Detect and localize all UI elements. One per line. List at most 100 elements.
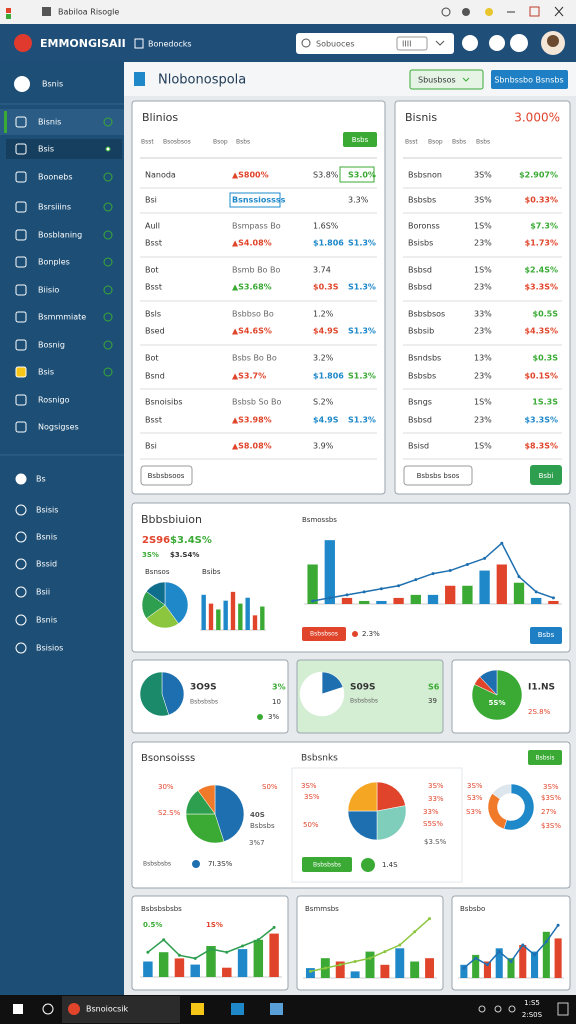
pie-label: 3S%: [543, 783, 559, 791]
bar: [230, 591, 236, 630]
note-value: 7I.3S%: [208, 860, 233, 868]
footer-button[interactable]: [140, 465, 193, 486]
taskbar-icon[interactable]: [231, 1003, 244, 1015]
pie-label: 3S%: [428, 782, 444, 790]
trend-point: [323, 966, 327, 970]
table-cell: Bsbsd: [408, 416, 432, 425]
bar: [350, 971, 360, 978]
mid-dot: [361, 858, 375, 872]
filter-button[interactable]: [409, 69, 484, 90]
close[interactable]: [554, 6, 564, 17]
pie-label: S3%: [466, 808, 482, 816]
table-cell: S1.3%: [348, 327, 376, 336]
card: [131, 100, 386, 495]
sidebar-item[interactable]: Bonples: [38, 258, 70, 267]
table-cell: $3.3S%: [524, 416, 558, 425]
sidebar-section-item[interactable]: Bs: [36, 475, 46, 484]
sidebar-item[interactable]: Bsis: [38, 145, 54, 154]
sidebar-item[interactable]: Bsmmmiate: [38, 313, 86, 322]
sidebar-item[interactable]: Bosnig: [38, 341, 65, 350]
pie-slice: [376, 805, 407, 841]
table-cell: S3.8%: [313, 171, 339, 180]
table-cell: Bot: [145, 266, 159, 275]
stat-value: 3O9S: [190, 683, 217, 693]
table-cell: Bsbsbsos: [408, 310, 445, 319]
logo: [14, 34, 32, 52]
stat-foot: 2S.8%: [528, 708, 551, 716]
mid-button-text: Bsbsbsbs: [313, 862, 341, 869]
pie-slice: [185, 813, 225, 844]
sidebar-item[interactable]: Bsrsiiins: [38, 203, 71, 212]
taskbar-icon[interactable]: [191, 1003, 204, 1015]
header-icon[interactable]: [489, 35, 505, 51]
pie-label: S2.S%: [158, 809, 181, 817]
maximize[interactable]: [529, 6, 540, 17]
pie-label: 3%7: [249, 839, 265, 847]
trend-point: [497, 950, 501, 954]
card-button-text: Bsbsis: [536, 755, 555, 762]
sidebar-item[interactable]: Bosblaning: [38, 231, 82, 240]
notifications[interactable]: [557, 1002, 569, 1016]
pie-slice: [161, 671, 185, 716]
table-cell: Bsbsd: [408, 266, 432, 275]
sidebar-section-item[interactable]: Bsii: [36, 588, 50, 597]
card-button[interactable]: [530, 465, 562, 485]
table-cell: Bsbbso Bo: [232, 310, 274, 319]
table-cell: Bsls: [145, 310, 161, 319]
sidebar-item[interactable]: Bisnis: [38, 118, 61, 127]
card-value: 3.000%: [514, 111, 560, 125]
sidebar-item[interactable]: Bsis: [38, 368, 54, 377]
trend-point: [338, 963, 342, 967]
table-cell: S3.0%: [348, 171, 376, 180]
trend-point: [431, 572, 435, 576]
bar: [410, 594, 421, 604]
item-icon: [15, 311, 27, 323]
table-cell: 3.9%: [313, 442, 334, 451]
overview-button[interactable]: [302, 627, 346, 641]
sidebar-section-item[interactable]: Bssid: [36, 560, 57, 569]
pie-label: S5S%: [423, 820, 443, 828]
sidebar-item[interactable]: Biisio: [38, 286, 59, 295]
search-button[interactable]: [42, 1003, 54, 1015]
item-icon: [15, 339, 27, 351]
search-icon: [301, 38, 311, 48]
start-button[interactable]: [13, 1004, 23, 1014]
bar: [174, 958, 185, 977]
footer-button[interactable]: [403, 465, 473, 486]
table-cell: Bsisd: [408, 442, 429, 451]
kpi: 2S96: [142, 535, 170, 546]
card-button[interactable]: [528, 750, 562, 765]
table-cell: S1.3%: [348, 416, 376, 425]
header-icon[interactable]: [510, 34, 528, 52]
table-cell: ▲S4.6S%: [232, 327, 272, 336]
sidebar-item[interactable]: Rosnigo: [38, 396, 70, 405]
sidebar-section-item[interactable]: Bsisios: [36, 644, 63, 653]
item-badge: [105, 146, 111, 152]
card-button[interactable]: [343, 132, 377, 147]
header-icon[interactable]: [462, 35, 478, 51]
trend-point: [509, 960, 513, 963]
overview-action[interactable]: [530, 627, 562, 644]
sidebar-section-item[interactable]: Bsnis: [36, 533, 57, 542]
bar: [496, 564, 507, 604]
toolbar-icon: [441, 7, 451, 17]
sidebar-item[interactable]: Boonebs: [38, 173, 73, 182]
stat-side: 3%: [272, 683, 286, 692]
pie-inner: 5S%: [489, 699, 506, 707]
bar: [237, 949, 248, 977]
sidebar-item[interactable]: Nogsigses: [38, 423, 79, 432]
taskbar-app[interactable]: [62, 996, 180, 1023]
brand: EMMONGISAII: [40, 37, 126, 50]
item-badge: [103, 202, 113, 212]
sidebar-section-item[interactable]: Bsnis: [36, 616, 57, 625]
action-button[interactable]: [491, 70, 568, 89]
item-icon: [15, 256, 27, 268]
taskbar-icon[interactable]: [270, 1003, 283, 1015]
bar: [190, 964, 200, 977]
kpi: $3.S4%: [170, 551, 199, 559]
mid-value: 1.4S: [382, 861, 398, 869]
bar: [507, 958, 515, 978]
sidebar-section-item[interactable]: Bsisis: [36, 506, 58, 515]
stat-value: S09S: [350, 683, 376, 693]
mid-button[interactable]: [302, 857, 352, 872]
